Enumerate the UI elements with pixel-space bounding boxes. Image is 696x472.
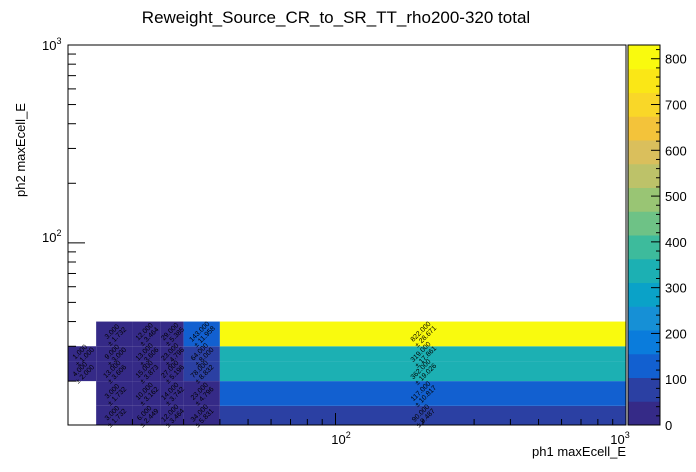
heatmap-cell: [132, 346, 161, 362]
heatmap-cell: [183, 321, 220, 347]
color-scale-tick-label: 800: [665, 52, 687, 67]
color-scale-tick-label: 500: [665, 189, 687, 204]
y-axis-ticks: [68, 44, 85, 382]
heatmap-cell: [160, 346, 184, 362]
x-axis-label: ph1 maxEcell_E: [532, 444, 626, 459]
color-scale-segment: [628, 353, 660, 378]
heatmap-cell: [183, 405, 220, 425]
color-scale-segment: [628, 282, 660, 307]
heatmap-cell: [96, 346, 133, 362]
heatmap-cell: [132, 405, 161, 425]
color-scale-segment: [628, 45, 660, 70]
color-scale-segment: [628, 330, 660, 355]
color-scale-tick-label: 300: [665, 281, 687, 296]
color-scale-segment: [628, 163, 660, 188]
y-axis-label: ph2 maxEcell_E: [13, 103, 28, 197]
color-scale-segment: [628, 401, 660, 426]
heatmap-cell: [219, 361, 626, 382]
color-scale-tick-label: 200: [665, 326, 687, 341]
heatmap-cell: [183, 361, 220, 382]
color-scale-segment: [628, 211, 660, 236]
color-scale-segment: [628, 306, 660, 331]
heatmap-cell: [219, 405, 626, 425]
color-scale-tick-label: 700: [665, 98, 687, 113]
heatmap-cell: [183, 346, 220, 362]
heatmap-cell: [160, 361, 184, 382]
color-scale-segment: [628, 235, 660, 260]
color-scale-tick-label: 0: [665, 418, 672, 433]
color-scale-segment: [628, 187, 660, 212]
heatmap-cell: [132, 381, 161, 406]
heatmap-cell: [160, 405, 184, 425]
heatmap-cell: [219, 346, 626, 362]
heatmap-cell: [96, 381, 133, 406]
heatmap-cell: [96, 405, 133, 425]
color-scale-segment: [628, 140, 660, 165]
heatmap-cell: [183, 381, 220, 406]
color-scale-bar: [628, 45, 660, 426]
heatmap-cell: [219, 321, 626, 347]
y-tick-label-1000: 103: [42, 36, 61, 53]
heatmap-cell: [96, 361, 133, 382]
heatmap-cell: [68, 346, 97, 362]
color-scale-tick-label: 600: [665, 143, 687, 158]
color-scale-tick-label: 400: [665, 235, 687, 250]
heatmap-cells: [68, 321, 626, 425]
x-tick-label-100: 102: [331, 430, 350, 447]
x-axis-ticks: [131, 413, 627, 425]
heatmap-cell: [96, 321, 133, 347]
heatmap-cell: [132, 361, 161, 382]
heatmap-cell: [160, 321, 184, 347]
plot-frame: [67, 44, 627, 426]
heatmap-cell: [219, 381, 626, 406]
heatmap-cell: [160, 381, 184, 406]
y-tick-label-100: 102: [42, 228, 61, 245]
color-scale-segment: [628, 258, 660, 283]
color-scale-segment: [628, 377, 660, 402]
color-scale-segment: [628, 116, 660, 141]
color-scale-frame: [627, 44, 661, 426]
chart-title: Reweight_Source_CR_to_SR_TT_rho200-320 t…: [142, 8, 530, 27]
color-scale-tick-label: 100: [665, 372, 687, 387]
heatmap-cell: [132, 321, 161, 347]
color-scale-segment: [628, 68, 660, 93]
color-scale-ticks: 0 100 200 300 400 500 600 700 800: [651, 49, 687, 433]
heatmap-cell: [68, 361, 97, 382]
